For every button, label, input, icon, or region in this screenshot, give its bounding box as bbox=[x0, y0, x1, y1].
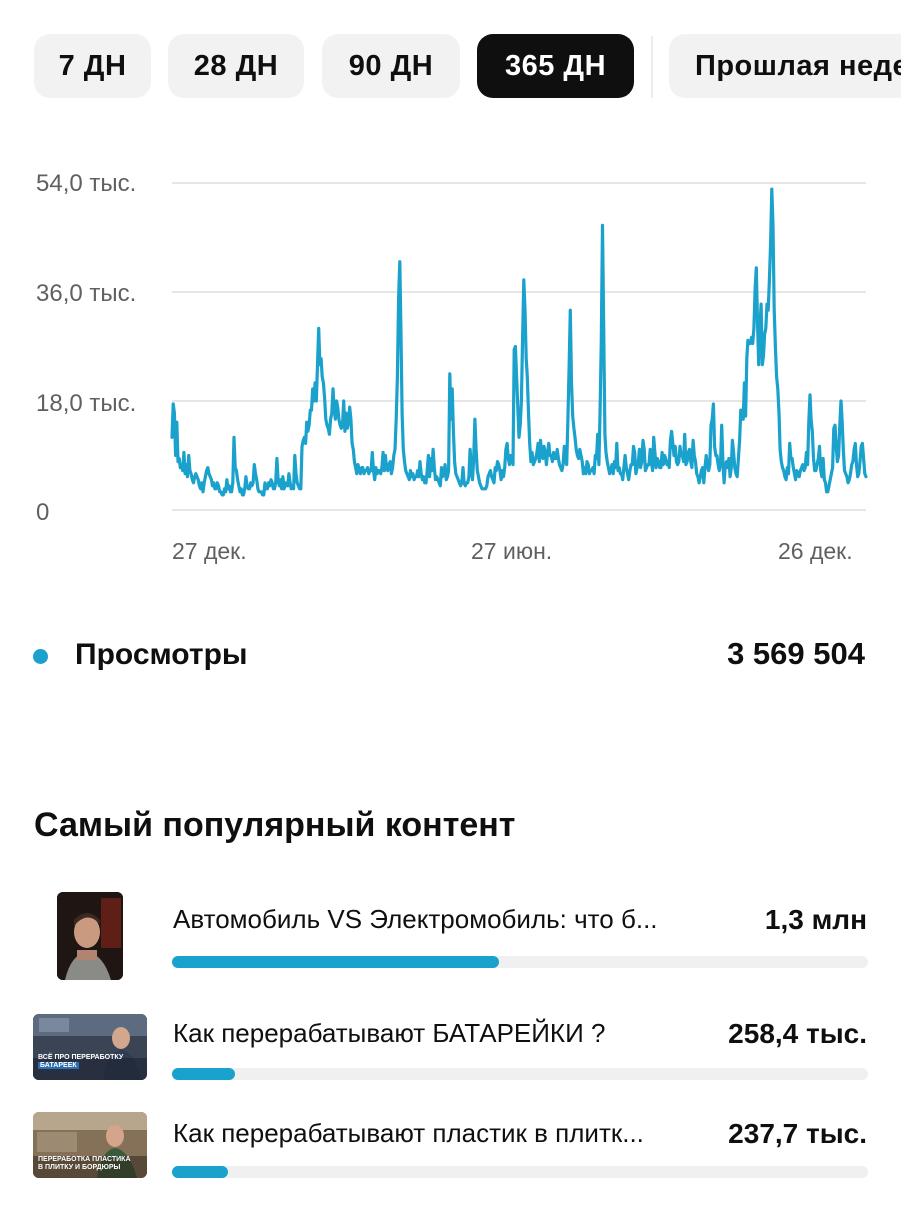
thumbnail-caption: ПЕРЕРАБОТКА ПЛАСТИКА В ПЛИТКУ И БОРДЮРЫ bbox=[38, 1156, 131, 1171]
thumbnail-image bbox=[33, 1112, 147, 1178]
list-item[interactable]: ПЕРЕРАБОТКА ПЛАСТИКА В ПЛИТКУ И БОРДЮРЫ … bbox=[0, 1112, 901, 1212]
y-tick-54k: 54,0 тыс. bbox=[36, 170, 137, 197]
thumbnail-caption: ВСЁ ПРО ПЕРЕРАБОТКУ БАТАРЕЕК bbox=[38, 1054, 124, 1069]
content-views: 1,3 млн bbox=[764, 904, 867, 935]
video-thumbnail bbox=[57, 892, 123, 980]
chip-divider bbox=[651, 36, 653, 98]
portrait-image bbox=[57, 892, 123, 980]
series-line-views bbox=[170, 187, 868, 497]
x-tick-start: 27 дек. bbox=[172, 538, 247, 564]
period-chip-365d[interactable]: 365 ДН bbox=[477, 34, 634, 98]
views-bar-track bbox=[172, 956, 868, 968]
content-title: Автомобиль VS Электромобиль: что б... bbox=[173, 904, 658, 934]
video-thumbnail: ПЕРЕРАБОТКА ПЛАСТИКА В ПЛИТКУ И БОРДЮРЫ bbox=[33, 1112, 147, 1178]
x-tick-end: 26 дек. bbox=[778, 538, 853, 564]
section-title: Самый популярный контент bbox=[34, 806, 516, 844]
content-views: 258,4 тыс. bbox=[728, 1018, 867, 1049]
content-title: Как перерабатывают пластик в плитк... bbox=[173, 1118, 644, 1148]
list-item[interactable]: ВСЁ ПРО ПЕРЕРАБОТКУ БАТАРЕЕК Как перераб… bbox=[0, 1014, 901, 1114]
views-total: 3 569 504 bbox=[727, 636, 865, 671]
views-bar-track bbox=[172, 1166, 868, 1178]
views-bar-fill bbox=[172, 1068, 235, 1080]
y-tick-36k: 36,0 тыс. bbox=[36, 280, 137, 307]
views-bar-fill bbox=[172, 956, 500, 968]
thumbnail-image bbox=[33, 1014, 147, 1080]
legend-dot bbox=[33, 649, 48, 664]
content-title: Как перерабатывают БАТАРЕЙКИ ? bbox=[173, 1018, 606, 1048]
period-chip-28d[interactable]: 28 ДН bbox=[168, 34, 304, 98]
legend-label: Просмотры bbox=[75, 638, 248, 671]
period-chip-90d[interactable]: 90 ДН bbox=[322, 34, 460, 98]
video-thumbnail: ВСЁ ПРО ПЕРЕРАБОТКУ БАТАРЕЕК bbox=[33, 1014, 147, 1080]
views-bar-fill bbox=[172, 1166, 228, 1178]
line-chart bbox=[170, 182, 868, 511]
content-views: 237,7 тыс. bbox=[728, 1118, 867, 1149]
views-bar-track bbox=[172, 1068, 868, 1080]
y-tick-0: 0 bbox=[36, 499, 50, 526]
period-chip-last-week[interactable]: Прошлая неделя bbox=[669, 34, 901, 98]
x-tick-mid: 27 июн. bbox=[471, 538, 553, 564]
period-selector: 7 ДН 28 ДН 90 ДН 365 ДН Прошлая неделя bbox=[0, 0, 901, 130]
y-tick-18k: 18,0 тыс. bbox=[36, 390, 137, 417]
period-chip-7d[interactable]: 7 ДН bbox=[34, 34, 151, 98]
list-item[interactable]: Автомобиль VS Электромобиль: что б... 1,… bbox=[0, 892, 901, 992]
